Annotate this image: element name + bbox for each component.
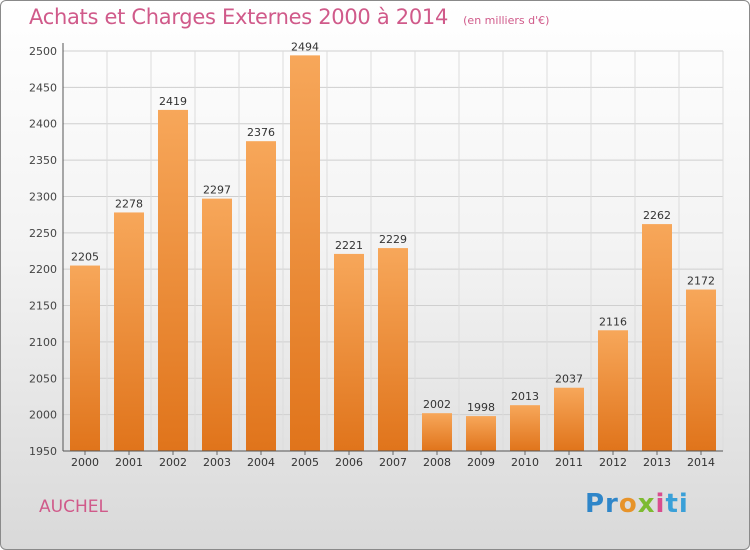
y-tick-label: 2300 [29, 190, 57, 203]
x-tick-label: 2007 [379, 456, 407, 469]
x-tick-label: 2011 [555, 456, 583, 469]
bars [70, 55, 716, 451]
y-tick-label: 2000 [29, 409, 57, 422]
data-label: 2172 [687, 275, 715, 288]
bar [686, 289, 716, 451]
x-tick-label: 2000 [71, 456, 99, 469]
data-label: 1998 [467, 401, 495, 414]
y-tick-label: 2150 [29, 300, 57, 313]
x-tick-label: 2009 [467, 456, 495, 469]
y-tick-label: 2350 [29, 154, 57, 167]
bar [422, 413, 452, 451]
x-tick-label: 2014 [687, 456, 715, 469]
logo-part-5: ti [665, 489, 689, 519]
title-block: Achats et Charges Externes 2000 à 2014 (… [29, 5, 549, 29]
y-tick-label: 2500 [29, 45, 57, 58]
logo-part-4: i [655, 489, 666, 519]
chart-subtitle: (en milliers d'€) [463, 14, 550, 27]
x-tick-label: 2013 [643, 456, 671, 469]
bar [598, 330, 628, 451]
x-tick-label: 2003 [203, 456, 231, 469]
bar [554, 387, 584, 451]
x-tick-label: 2010 [511, 456, 539, 469]
bar [378, 248, 408, 451]
bar [158, 109, 188, 451]
logo-part-2: o [618, 489, 638, 519]
x-tick-label: 2008 [423, 456, 451, 469]
bar [246, 141, 276, 451]
data-label: 2037 [555, 373, 583, 386]
x-tick-label: 2012 [599, 456, 627, 469]
data-label: 2116 [599, 315, 627, 328]
data-label: 2002 [423, 398, 451, 411]
data-labels: 2205 2278 2419 2297 2376 2494 2221 2229 2002 1998… [71, 40, 715, 414]
proxiti-logo: Proxiti [585, 489, 689, 519]
logo-part-3: x [637, 489, 656, 519]
x-tick-label: 2005 [291, 456, 319, 469]
data-label: 2419 [159, 95, 187, 108]
data-label: 2229 [379, 233, 407, 246]
y-tick-label: 2250 [29, 227, 57, 240]
bar [290, 55, 320, 451]
y-tick-label: 2050 [29, 372, 57, 385]
data-label: 2297 [203, 184, 231, 197]
x-tick-label: 2002 [159, 456, 187, 469]
bar [202, 198, 232, 451]
y-tick-label: 1950 [29, 445, 57, 458]
y-tick-label: 2400 [29, 118, 57, 131]
bar [114, 212, 144, 451]
commune-name: AUCHEL [39, 497, 108, 517]
data-label: 2278 [115, 197, 143, 210]
x-tick-label: 2006 [335, 456, 363, 469]
logo-part-1: Pr [585, 489, 619, 519]
y-tick-label: 2100 [29, 336, 57, 349]
chart-title: Achats et Charges Externes 2000 à 2014 [29, 5, 449, 29]
data-label: 2376 [247, 126, 275, 139]
data-label: 2205 [71, 251, 99, 264]
data-label: 2013 [511, 390, 539, 403]
data-label: 2494 [291, 40, 319, 53]
x-tick-label: 2001 [115, 456, 143, 469]
data-label: 2221 [335, 239, 363, 252]
y-tick-label: 2200 [29, 263, 57, 276]
data-label: 2262 [643, 209, 671, 222]
bar [334, 253, 364, 451]
bar [466, 416, 496, 451]
bar [642, 224, 672, 451]
bar [510, 405, 540, 451]
bar [70, 265, 100, 451]
axes: 1950 2000 2050 2100 2150 2200 2250 2300 2350 2400… [29, 43, 723, 469]
y-tick-label: 2450 [29, 81, 57, 94]
x-tick-label: 2004 [247, 456, 275, 469]
